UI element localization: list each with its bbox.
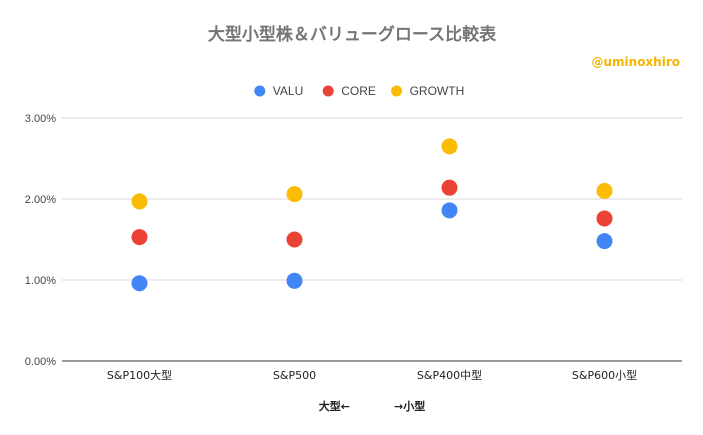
data-points [131,138,613,292]
y-tick-label: 2.00% [25,194,56,206]
x-tick-label: S&P500 [273,369,316,382]
point-growth [286,186,303,203]
point-growth [596,182,613,199]
point-core [131,229,148,246]
point-core [596,210,613,227]
legend-label: GROWTH [410,84,465,98]
point-valu [596,233,613,250]
x-axis-label: 大型← →小型 [319,399,425,413]
point-growth [131,193,148,210]
y-tick-label: 3.00% [25,113,56,125]
x-tick-label: S&P400中型 [417,368,482,382]
point-valu [131,275,148,292]
legend-label: CORE [341,84,376,98]
legend-marker [322,85,334,97]
y-tick-label: 0.00% [25,356,56,368]
y-axis-ticks: 0.00% 1.00% 2.00% 3.00% [25,113,56,368]
legend: VALU CORE GROWTH [254,84,464,98]
x-tick-label: S&P100大型 [107,368,172,382]
point-core [441,179,458,196]
x-axis-categories: S&P100大型 S&P500 S&P400中型 S&P600小型 [107,368,637,382]
point-growth [441,138,458,155]
point-valu [441,202,458,219]
x-tick-label: S&P600小型 [572,368,637,382]
y-tick-label: 1.00% [25,275,56,287]
author-watermark: @uminoxhiro [591,55,680,69]
point-core [286,231,303,248]
point-valu [286,272,303,289]
legend-marker [254,85,266,97]
legend-label: VALU [273,84,303,98]
grid-lines [62,117,682,362]
chart-title: 大型小型株＆バリューグロース比較表 [208,24,497,45]
legend-marker [391,85,403,97]
